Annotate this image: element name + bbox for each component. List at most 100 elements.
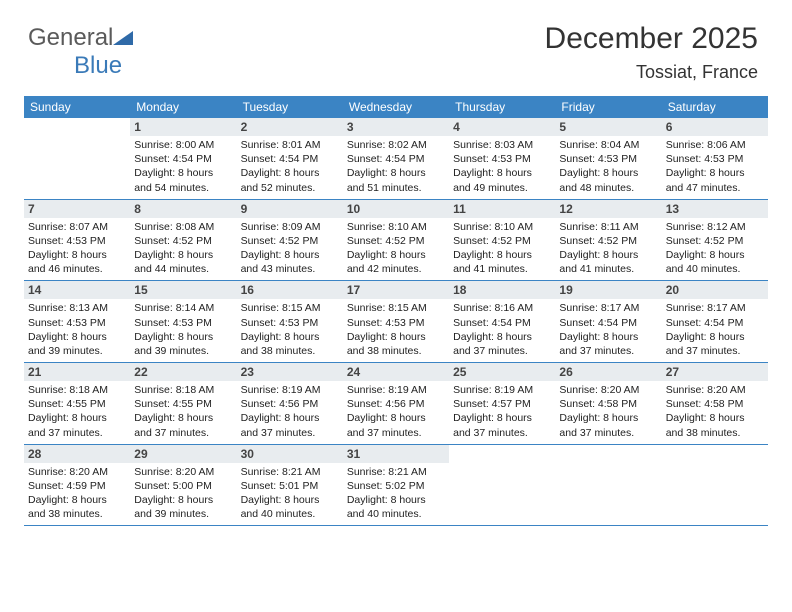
day-number: 12 xyxy=(555,200,661,218)
day-cell: 3Sunrise: 8:02 AMSunset: 4:54 PMDaylight… xyxy=(343,118,449,199)
day-details: Sunrise: 8:08 AMSunset: 4:52 PMDaylight:… xyxy=(134,220,232,277)
daylight-line: Daylight: 8 hours and 42 minutes. xyxy=(347,248,445,276)
sunrise-line: Sunrise: 8:20 AM xyxy=(28,465,126,479)
brand-logo: General Blue xyxy=(28,24,135,80)
day-cell: 22Sunrise: 8:18 AMSunset: 4:55 PMDayligh… xyxy=(130,363,236,444)
day-number: 11 xyxy=(449,200,555,218)
sunrise-line: Sunrise: 8:04 AM xyxy=(559,138,657,152)
day-details: Sunrise: 8:16 AMSunset: 4:54 PMDaylight:… xyxy=(453,301,551,358)
day-details: Sunrise: 8:17 AMSunset: 4:54 PMDaylight:… xyxy=(559,301,657,358)
day-details: Sunrise: 8:21 AMSunset: 5:02 PMDaylight:… xyxy=(347,465,445,522)
daylight-line: Daylight: 8 hours and 51 minutes. xyxy=(347,166,445,194)
day-cell: 19 Sunrise: 8:17 AMSunset: 4:54 PMDayligh… xyxy=(555,281,661,362)
daylight-line: Daylight: 8 hours and 49 minutes. xyxy=(453,166,551,194)
daylight-line: Daylight: 8 hours and 40 minutes. xyxy=(241,493,339,521)
day-cell xyxy=(662,445,768,526)
day-number: 19 xyxy=(555,281,661,299)
day-cell: 8 Sunrise: 8:08 AMSunset: 4:52 PMDaylight… xyxy=(130,200,236,281)
day-number: 26 xyxy=(555,363,661,381)
daylight-line: Daylight: 8 hours and 41 minutes. xyxy=(559,248,657,276)
day-cell: 31 Sunrise: 8:21 AMSunset: 5:02 PMDayligh… xyxy=(343,445,449,526)
day-cell: 24 Sunrise: 8:19 AMSunset: 4:56 PMDayligh… xyxy=(343,363,449,444)
day-details: Sunrise: 8:14 AMSunset: 4:53 PMDaylight:… xyxy=(134,301,232,358)
weekday-header: Friday xyxy=(555,96,661,118)
sunset-line: Sunset: 4:53 PM xyxy=(666,152,764,166)
daylight-line: Daylight: 8 hours and 37 minutes. xyxy=(453,411,551,439)
sunrise-line: Sunrise: 8:01 AM xyxy=(241,138,339,152)
daylight-line: Daylight: 8 hours and 39 minutes. xyxy=(134,493,232,521)
day-cell: 7Sunrise: 8:07 AMSunset: 4:53 PMDaylight… xyxy=(24,200,130,281)
day-number: 18 xyxy=(449,281,555,299)
day-details: Sunrise: 8:01 AMSunset: 4:54 PMDaylight:… xyxy=(241,138,339,195)
sunset-line: Sunset: 4:52 PM xyxy=(347,234,445,248)
sunrise-line: Sunrise: 8:18 AM xyxy=(134,383,232,397)
day-number: 31 xyxy=(343,445,449,463)
sunset-line: Sunset: 4:53 PM xyxy=(559,152,657,166)
day-details: Sunrise: 8:10 AMSunset: 4:52 PMDaylight:… xyxy=(347,220,445,277)
calendar: Sunday Monday Tuesday Wednesday Thursday… xyxy=(24,96,768,526)
sunrise-line: Sunrise: 8:13 AM xyxy=(28,301,126,315)
sunrise-line: Sunrise: 8:15 AM xyxy=(347,301,445,315)
sunrise-line: Sunrise: 8:14 AM xyxy=(134,301,232,315)
sunset-line: Sunset: 4:55 PM xyxy=(134,397,232,411)
day-number: 8 xyxy=(130,200,236,218)
day-cell: 26Sunrise: 8:20 AMSunset: 4:58 PMDayligh… xyxy=(555,363,661,444)
day-number: 22 xyxy=(130,363,236,381)
sunrise-line: Sunrise: 8:20 AM xyxy=(134,465,232,479)
sunset-line: Sunset: 4:59 PM xyxy=(28,479,126,493)
day-details: Sunrise: 8:04 AMSunset: 4:53 PMDaylight:… xyxy=(559,138,657,195)
day-details: Sunrise: 8:18 AMSunset: 4:55 PMDaylight:… xyxy=(28,383,126,440)
sunset-line: Sunset: 4:58 PM xyxy=(559,397,657,411)
day-cell: 11Sunrise: 8:10 AMSunset: 4:52 PMDayligh… xyxy=(449,200,555,281)
sunset-line: Sunset: 4:52 PM xyxy=(453,234,551,248)
sunrise-line: Sunrise: 8:10 AM xyxy=(453,220,551,234)
sunset-line: Sunset: 4:54 PM xyxy=(453,316,551,330)
weekday-header: Monday xyxy=(130,96,236,118)
day-cell: 21 Sunrise: 8:18 AMSunset: 4:55 PMDayligh… xyxy=(24,363,130,444)
sunrise-line: Sunrise: 8:15 AM xyxy=(241,301,339,315)
day-number: 29 xyxy=(130,445,236,463)
sunrise-line: Sunrise: 8:21 AM xyxy=(347,465,445,479)
daylight-line: Daylight: 8 hours and 38 minutes. xyxy=(347,330,445,358)
day-details: Sunrise: 8:20 AMSunset: 5:00 PMDaylight:… xyxy=(134,465,232,522)
day-details: Sunrise: 8:03 AMSunset: 4:53 PMDaylight:… xyxy=(453,138,551,195)
day-number: 24 xyxy=(343,363,449,381)
sunrise-line: Sunrise: 8:19 AM xyxy=(453,383,551,397)
day-details: Sunrise: 8:19 AMSunset: 4:56 PMDaylight:… xyxy=(347,383,445,440)
sunset-line: Sunset: 4:56 PM xyxy=(347,397,445,411)
day-number: 28 xyxy=(24,445,130,463)
sunrise-line: Sunrise: 8:17 AM xyxy=(559,301,657,315)
day-number: 10 xyxy=(343,200,449,218)
daylight-line: Daylight: 8 hours and 44 minutes. xyxy=(134,248,232,276)
daylight-line: Daylight: 8 hours and 52 minutes. xyxy=(241,166,339,194)
day-details: Sunrise: 8:20 AMSunset: 4:59 PMDaylight:… xyxy=(28,465,126,522)
page-title: December 2025 xyxy=(545,22,758,56)
day-details: Sunrise: 8:19 AMSunset: 4:57 PMDaylight:… xyxy=(453,383,551,440)
sunrise-line: Sunrise: 8:20 AM xyxy=(666,383,764,397)
sunset-line: Sunset: 5:00 PM xyxy=(134,479,232,493)
day-number: 21 xyxy=(24,363,130,381)
sunset-line: Sunset: 4:53 PM xyxy=(453,152,551,166)
day-cell: 16Sunrise: 8:15 AMSunset: 4:53 PMDayligh… xyxy=(237,281,343,362)
day-cell: 9Sunrise: 8:09 AMSunset: 4:52 PMDaylight… xyxy=(237,200,343,281)
daylight-line: Daylight: 8 hours and 40 minutes. xyxy=(347,493,445,521)
day-details: Sunrise: 8:15 AMSunset: 4:53 PMDaylight:… xyxy=(347,301,445,358)
sunrise-line: Sunrise: 8:03 AM xyxy=(453,138,551,152)
day-number: 9 xyxy=(237,200,343,218)
sunset-line: Sunset: 4:53 PM xyxy=(134,316,232,330)
day-details: Sunrise: 8:02 AMSunset: 4:54 PMDaylight:… xyxy=(347,138,445,195)
day-number: 5 xyxy=(555,118,661,136)
day-cell: 10 Sunrise: 8:10 AMSunset: 4:52 PMDayligh… xyxy=(343,200,449,281)
day-cell: 23Sunrise: 8:19 AMSunset: 4:56 PMDayligh… xyxy=(237,363,343,444)
day-details: Sunrise: 8:13 AMSunset: 4:53 PMDaylight:… xyxy=(28,301,126,358)
daylight-line: Daylight: 8 hours and 37 minutes. xyxy=(666,330,764,358)
daylight-line: Daylight: 8 hours and 43 minutes. xyxy=(241,248,339,276)
daylight-line: Daylight: 8 hours and 37 minutes. xyxy=(241,411,339,439)
daylight-line: Daylight: 8 hours and 38 minutes. xyxy=(28,493,126,521)
sunrise-line: Sunrise: 8:09 AM xyxy=(241,220,339,234)
day-cell: 2Sunrise: 8:01 AMSunset: 4:54 PMDaylight… xyxy=(237,118,343,199)
day-cell: 27Sunrise: 8:20 AMSunset: 4:58 PMDayligh… xyxy=(662,363,768,444)
sunrise-line: Sunrise: 8:02 AM xyxy=(347,138,445,152)
daylight-line: Daylight: 8 hours and 38 minutes. xyxy=(666,411,764,439)
sunset-line: Sunset: 4:52 PM xyxy=(559,234,657,248)
